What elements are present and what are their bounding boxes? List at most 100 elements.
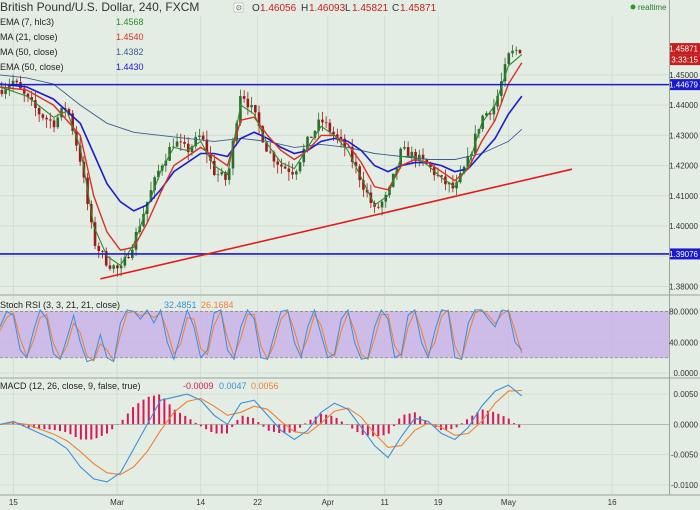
candle-body [224,172,227,180]
candle-body [227,168,231,180]
candle-body [276,161,279,165]
candle-body [71,113,74,131]
x-tick-label: 11 [381,498,390,507]
macd-histogram-bar [272,424,275,432]
macd-histogram-bar [241,415,244,425]
candle-body [231,140,235,169]
macd-histogram-bar [340,421,343,425]
candle-body [317,119,320,131]
macd-histogram-bar [74,424,77,438]
candle-body [172,146,175,148]
candle-body [26,93,30,98]
candle-body [127,256,130,259]
candle-body [250,105,253,108]
macd-histogram-bar [246,416,249,425]
x-tick-label: Mar [110,498,124,507]
macd-histogram-bar [12,423,15,425]
macd-histogram-bar [377,424,380,437]
trendline [100,168,573,280]
macd-histogram-bar [173,409,176,425]
macd-histogram-bar [419,416,422,425]
price-legend-value-4: 1.4430 [116,62,144,72]
candle-body [500,81,503,96]
macd-histogram-bar [486,410,489,425]
candle-body [34,100,37,109]
rsi-legend-k-value: 32.4851 [164,300,197,310]
candle-body [406,147,410,158]
candle-body [302,148,306,163]
candle-body [220,172,224,175]
ohlc-h-value: 1.46093 [309,3,346,14]
macd-histogram-bar [48,424,51,430]
gear-icon[interactable]: ⚙ [235,4,242,13]
candle-body [272,152,276,162]
candle-body [11,80,15,86]
candle-body [153,177,156,191]
candle-body [298,162,302,172]
candle-body [511,50,514,54]
ohlc-l-value: 1.45821 [352,3,389,14]
macd-histogram-bar [335,417,338,425]
candle-body [384,194,388,202]
macd-histogram-bar [189,419,192,425]
macd-histogram-bar [64,424,67,432]
macd-histogram-bar [314,416,317,425]
candle-body [283,166,287,169]
candle-body [343,138,347,148]
price-y-tick-label: 1.42000 [669,162,698,171]
candle-body [421,154,425,160]
candle-body [183,141,186,144]
macd-histogram-bar [325,414,328,425]
macd-histogram-bar [184,415,187,425]
rsi-legend-d-value: 26.1684 [201,300,234,310]
price-badge-label-3: 1.44679 [669,81,698,90]
macd-histogram-bar [476,412,479,425]
macd-histogram-bar [53,424,56,431]
candle-body [362,180,365,190]
macd-legend-label: MACD (12, 26, close, 9, false, true) [0,381,141,391]
macd-histogram-bar [460,423,463,425]
macd-histogram-bar [199,424,202,427]
candle-body [67,109,71,114]
macd-histogram-bar [231,424,234,428]
candle-body [425,159,429,164]
macd-histogram-bar [132,407,135,425]
macd-histogram-bar [147,396,150,425]
candle-body [518,49,522,54]
gear-icon-box[interactable] [233,2,244,13]
ma21-line [0,62,523,251]
rsi-k-line [0,308,523,363]
candle-body [164,160,168,166]
macd-line [0,384,523,483]
candle-body [488,113,492,115]
macd-histogram-bar [507,418,510,425]
candle-body [377,206,380,208]
candle-body [190,146,194,153]
candle-body [246,98,250,108]
candle-body [321,119,324,123]
macd-histogram-bar [17,424,20,425]
candle-body [134,231,138,250]
macd-histogram-bar [220,424,223,434]
macd-histogram-bar [95,424,98,439]
candle-body [306,136,309,149]
macd-histogram-bar [392,424,395,427]
macd-histogram-bar [85,424,88,440]
macd-histogram-bar [372,424,375,437]
candle-body [52,120,56,128]
price-y-tick-label: 1.41000 [669,192,698,201]
candle-body [97,245,101,251]
candle-body [216,174,220,176]
macd-histogram-bar [346,424,349,426]
candle-body [205,139,209,155]
price-badge-2 [670,54,700,66]
macd-histogram-bar [179,412,182,425]
macd-histogram-bar [205,424,208,430]
macd-histogram-bar [116,424,119,426]
price-legend-label-1: EMA (7, hlc3) [0,17,54,27]
candle-body [436,175,440,176]
price-legend-label-2: MA (21, close) [0,32,58,42]
sma50-line [0,74,523,160]
ohlc-c-label: C [392,3,399,14]
macd-histogram-bar [387,424,390,434]
